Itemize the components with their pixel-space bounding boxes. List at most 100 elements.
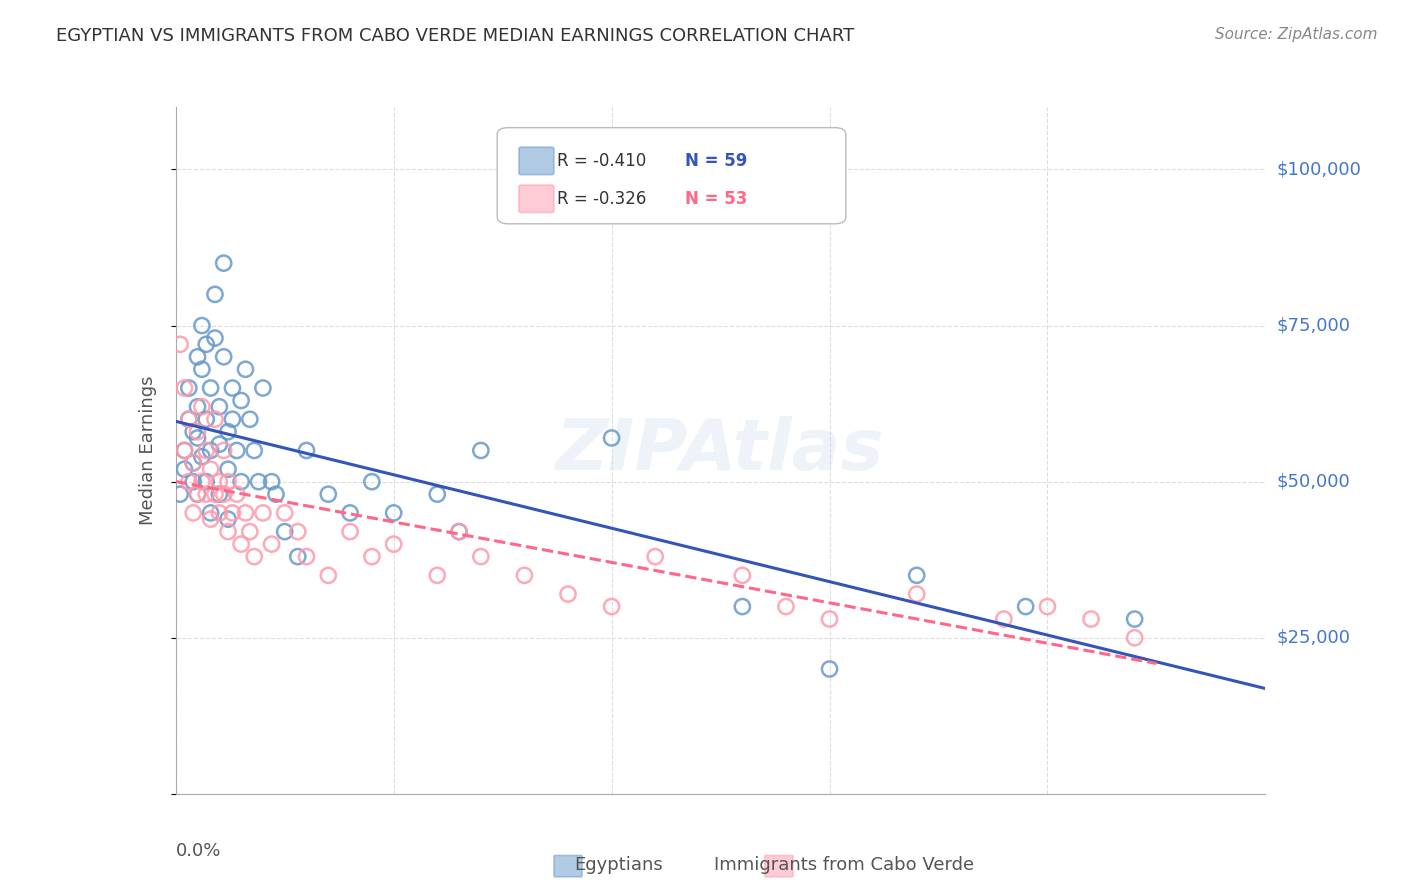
Point xyxy=(447,524,470,539)
Point xyxy=(731,568,754,582)
Point xyxy=(221,412,243,426)
FancyBboxPatch shape xyxy=(519,185,554,212)
Text: Source: ZipAtlas.com: Source: ZipAtlas.com xyxy=(1215,27,1378,42)
Point xyxy=(181,506,204,520)
Point xyxy=(181,425,204,439)
Text: $25,000: $25,000 xyxy=(1277,629,1350,647)
Point xyxy=(177,475,200,489)
Point xyxy=(382,506,405,520)
Point xyxy=(260,475,283,489)
Point xyxy=(186,425,209,439)
Point xyxy=(287,524,309,539)
Point xyxy=(173,381,195,395)
Point xyxy=(600,599,623,614)
Point xyxy=(426,487,449,501)
Point xyxy=(195,443,218,458)
Point xyxy=(1036,599,1059,614)
Point xyxy=(200,381,222,395)
Point xyxy=(1015,599,1038,614)
Point xyxy=(212,256,235,270)
Point xyxy=(470,443,492,458)
Point xyxy=(339,506,361,520)
Point xyxy=(252,506,274,520)
Text: R = -0.326: R = -0.326 xyxy=(557,190,647,208)
Point xyxy=(191,362,214,376)
Point xyxy=(905,568,928,582)
Point xyxy=(208,506,231,520)
Text: 0.0%: 0.0% xyxy=(176,842,221,860)
Text: $75,000: $75,000 xyxy=(1277,317,1350,334)
Point xyxy=(274,506,297,520)
Point xyxy=(181,456,204,470)
Point xyxy=(169,487,191,501)
Point xyxy=(260,537,283,551)
Point xyxy=(212,443,235,458)
Text: N = 59: N = 59 xyxy=(685,152,747,169)
Point xyxy=(318,487,340,501)
Point xyxy=(217,425,239,439)
Point xyxy=(173,462,195,476)
Point xyxy=(217,512,239,526)
Point xyxy=(181,475,204,489)
Point xyxy=(181,456,204,470)
Point xyxy=(239,524,262,539)
Point xyxy=(360,475,382,489)
Text: EGYPTIAN VS IMMIGRANTS FROM CABO VERDE MEDIAN EARNINGS CORRELATION CHART: EGYPTIAN VS IMMIGRANTS FROM CABO VERDE M… xyxy=(56,27,855,45)
Point xyxy=(318,568,340,582)
Point xyxy=(274,524,297,539)
Point xyxy=(818,662,841,676)
Point xyxy=(195,337,218,351)
Y-axis label: Median Earnings: Median Earnings xyxy=(139,376,157,525)
Point xyxy=(208,475,231,489)
Point xyxy=(264,487,287,501)
Point xyxy=(470,549,492,564)
Text: ZIPAtlas: ZIPAtlas xyxy=(557,416,884,485)
Point xyxy=(204,487,226,501)
Point xyxy=(204,412,226,426)
Point xyxy=(252,381,274,395)
Point xyxy=(231,537,253,551)
Point xyxy=(731,599,754,614)
Point xyxy=(360,549,382,564)
Point xyxy=(287,549,309,564)
Point xyxy=(339,524,361,539)
Point xyxy=(905,587,928,601)
Point xyxy=(186,350,209,364)
Point xyxy=(382,537,405,551)
Point xyxy=(247,475,270,489)
Point xyxy=(513,568,536,582)
Point xyxy=(243,549,266,564)
Point xyxy=(177,381,200,395)
Point xyxy=(426,568,449,582)
Point xyxy=(221,506,243,520)
Point xyxy=(225,443,247,458)
Point xyxy=(231,393,253,408)
Point xyxy=(1080,612,1102,626)
Point xyxy=(231,475,253,489)
Point xyxy=(186,487,209,501)
Point xyxy=(186,400,209,414)
FancyBboxPatch shape xyxy=(498,128,846,224)
Point xyxy=(221,381,243,395)
Point xyxy=(212,487,235,501)
Point xyxy=(217,524,239,539)
Point xyxy=(195,412,218,426)
Point xyxy=(239,412,262,426)
Point xyxy=(993,612,1015,626)
Point xyxy=(447,524,470,539)
Point xyxy=(600,431,623,445)
Point xyxy=(173,443,195,458)
FancyBboxPatch shape xyxy=(519,147,554,175)
Point xyxy=(191,400,214,414)
Point xyxy=(644,549,666,564)
Point xyxy=(195,475,218,489)
Text: $50,000: $50,000 xyxy=(1277,473,1350,491)
Point xyxy=(177,412,200,426)
Point xyxy=(204,287,226,301)
Point xyxy=(195,487,218,501)
Text: Egyptians: Egyptians xyxy=(574,856,664,874)
Point xyxy=(191,318,214,333)
Point xyxy=(1123,631,1146,645)
Point xyxy=(217,475,239,489)
Point xyxy=(173,443,195,458)
